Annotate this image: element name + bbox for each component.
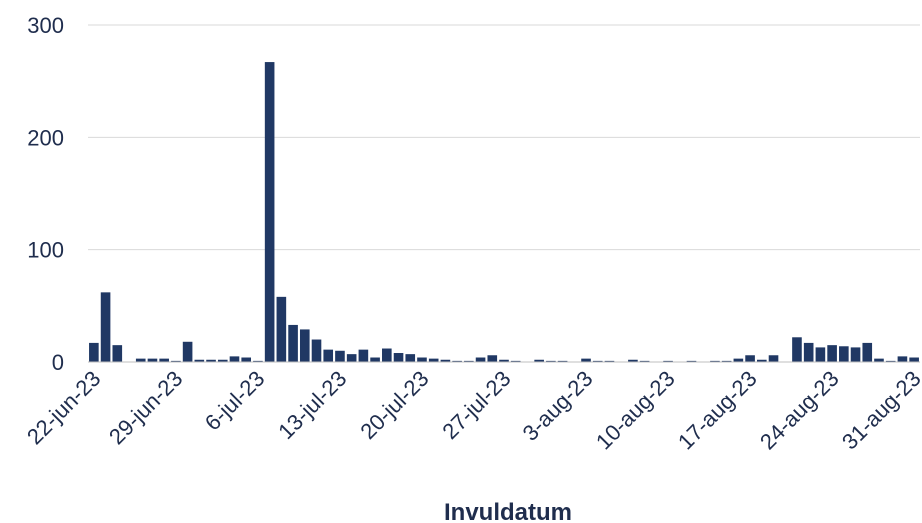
bar — [299, 329, 310, 362]
bar — [452, 360, 462, 362]
x-axis-label: Invuldatum — [444, 499, 572, 523]
bar — [135, 358, 146, 362]
bar — [557, 360, 568, 362]
bar — [546, 360, 556, 362]
bar — [241, 357, 251, 362]
bar — [346, 354, 357, 362]
bar — [827, 345, 837, 362]
x-tick-label: 27-jul-23 — [437, 366, 515, 444]
bar — [604, 360, 615, 362]
bar — [229, 356, 240, 362]
bar — [440, 359, 451, 362]
bar — [581, 358, 591, 362]
bar — [897, 356, 908, 362]
bar — [745, 355, 755, 362]
bar — [768, 355, 779, 362]
y-tick-label: 200 — [27, 125, 64, 150]
x-tick-label: 20-jul-23 — [355, 366, 433, 444]
bar — [499, 359, 509, 362]
bar — [217, 359, 228, 362]
bar — [909, 357, 919, 362]
bar — [206, 359, 216, 362]
bar — [592, 360, 603, 362]
x-tick-label: 22-jun-23 — [22, 366, 105, 449]
bar — [253, 360, 263, 362]
bar — [182, 341, 193, 362]
bar — [428, 358, 439, 362]
y-tick-label: 100 — [27, 238, 64, 263]
bar — [803, 342, 814, 362]
x-tick-label: 17-aug-23 — [673, 366, 762, 455]
bars — [89, 62, 919, 362]
x-tick-label: 3-aug-23 — [518, 366, 598, 446]
bar — [534, 359, 544, 362]
bar — [710, 360, 720, 362]
bar — [839, 346, 849, 362]
bar — [628, 359, 638, 362]
x-tick-label: 29-jun-23 — [104, 366, 187, 449]
bar — [885, 360, 896, 362]
bar — [335, 350, 345, 362]
x-tick-label: 6-jul-23 — [200, 366, 270, 436]
bar — [393, 353, 404, 362]
bar — [311, 339, 322, 362]
bar — [850, 347, 861, 362]
bar — [721, 360, 732, 362]
bar — [112, 345, 123, 362]
bar — [815, 347, 826, 362]
y-tick-label: 0 — [52, 350, 64, 375]
bar — [370, 357, 380, 362]
bar — [792, 337, 802, 362]
bar — [405, 354, 416, 362]
bar — [382, 348, 392, 362]
gridlines — [88, 24, 920, 251]
bar — [264, 62, 275, 362]
bar — [417, 357, 427, 362]
bar — [159, 358, 169, 362]
bar — [639, 360, 650, 362]
bar — [89, 342, 99, 362]
x-tick-label: 13-jul-23 — [273, 366, 351, 444]
x-tick-label: 31-aug-23 — [837, 366, 922, 455]
x-tick-label: 24-aug-23 — [755, 366, 844, 455]
bar — [733, 358, 744, 362]
bar — [464, 360, 474, 362]
bar — [171, 360, 181, 362]
bar — [663, 360, 673, 362]
bar — [276, 296, 287, 362]
bar — [510, 360, 521, 362]
y-tick-label: 300 — [27, 13, 64, 38]
bar — [475, 357, 486, 362]
bar — [757, 359, 767, 362]
x-tick-label: 10-aug-23 — [591, 366, 680, 455]
bar — [323, 349, 334, 362]
bar — [358, 349, 369, 362]
y-axis-ticks: 0 100 200 300 — [27, 13, 64, 375]
bar — [147, 358, 158, 362]
bar — [862, 342, 873, 362]
bar — [194, 359, 205, 362]
bar — [686, 360, 697, 362]
bar — [100, 292, 111, 362]
bar — [874, 358, 884, 362]
bar — [288, 324, 298, 362]
bar — [487, 355, 498, 362]
